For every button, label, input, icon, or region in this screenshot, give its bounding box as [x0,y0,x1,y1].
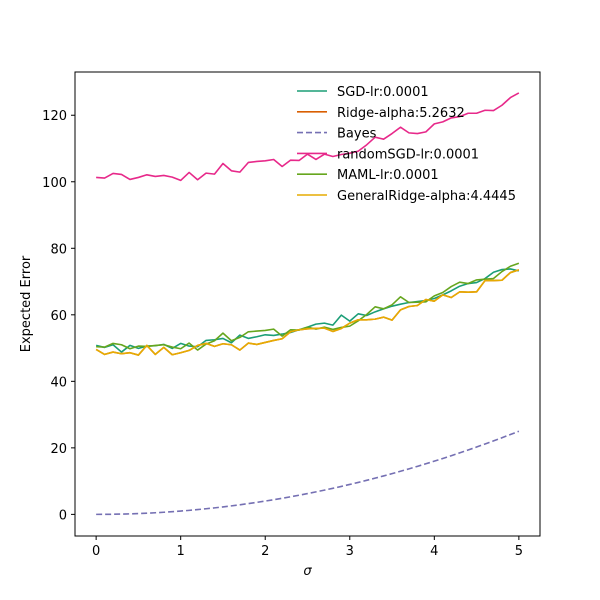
x-tick-label: 5 [515,544,523,559]
x-tick-label: 1 [177,544,185,559]
legend: SGD-lr:0.0001 Ridge-alpha:5.2632 Bayes rand… [297,85,516,204]
x-tick-label: 3 [346,544,354,559]
legend-label-randomsgd-lr-0-0001: randomSGD-lr:0.0001 [337,147,479,162]
x-tick-label: 2 [261,544,269,559]
y-axis-ticks: 0 20 40 60 80 100 120 [42,109,75,523]
x-axis-ticks: 0 1 2 3 4 5 [92,536,523,559]
plot-lines [95,92,520,516]
legend-label-generalridge-alpha-4-4445: GeneralRidge-alpha:4.4445 [337,189,516,204]
axes-frame [74,71,541,537]
y-tick-label: 100 [42,176,67,191]
legend-label-ridge-alpha-5-2632: Ridge-alpha:5.2632 [337,106,465,121]
y-axis-label: Expected Error [19,255,34,352]
legend-label-bayes: Bayes [337,127,377,142]
y-tick-label: 80 [50,242,67,257]
y-tick-label: 60 [50,309,67,324]
x-axis-label: σ [303,564,312,579]
x-tick-label: 4 [430,544,438,559]
y-tick-label: 0 [59,508,67,523]
series-line-bayes [96,430,520,516]
y-tick-label: 120 [42,109,67,124]
x-tick-label: 0 [92,544,100,559]
series-line-maml-lr-0-0001 [96,262,520,351]
legend-label-sgd-lr-0-0001: SGD-lr:0.0001 [337,85,429,100]
y-tick-label: 40 [50,375,67,390]
series-line-generalridge-alpha-4-4445 [95,269,520,356]
legend-label-maml-lr-0-0001: MAML-lr:0.0001 [337,168,439,183]
y-tick-label: 20 [50,442,67,457]
